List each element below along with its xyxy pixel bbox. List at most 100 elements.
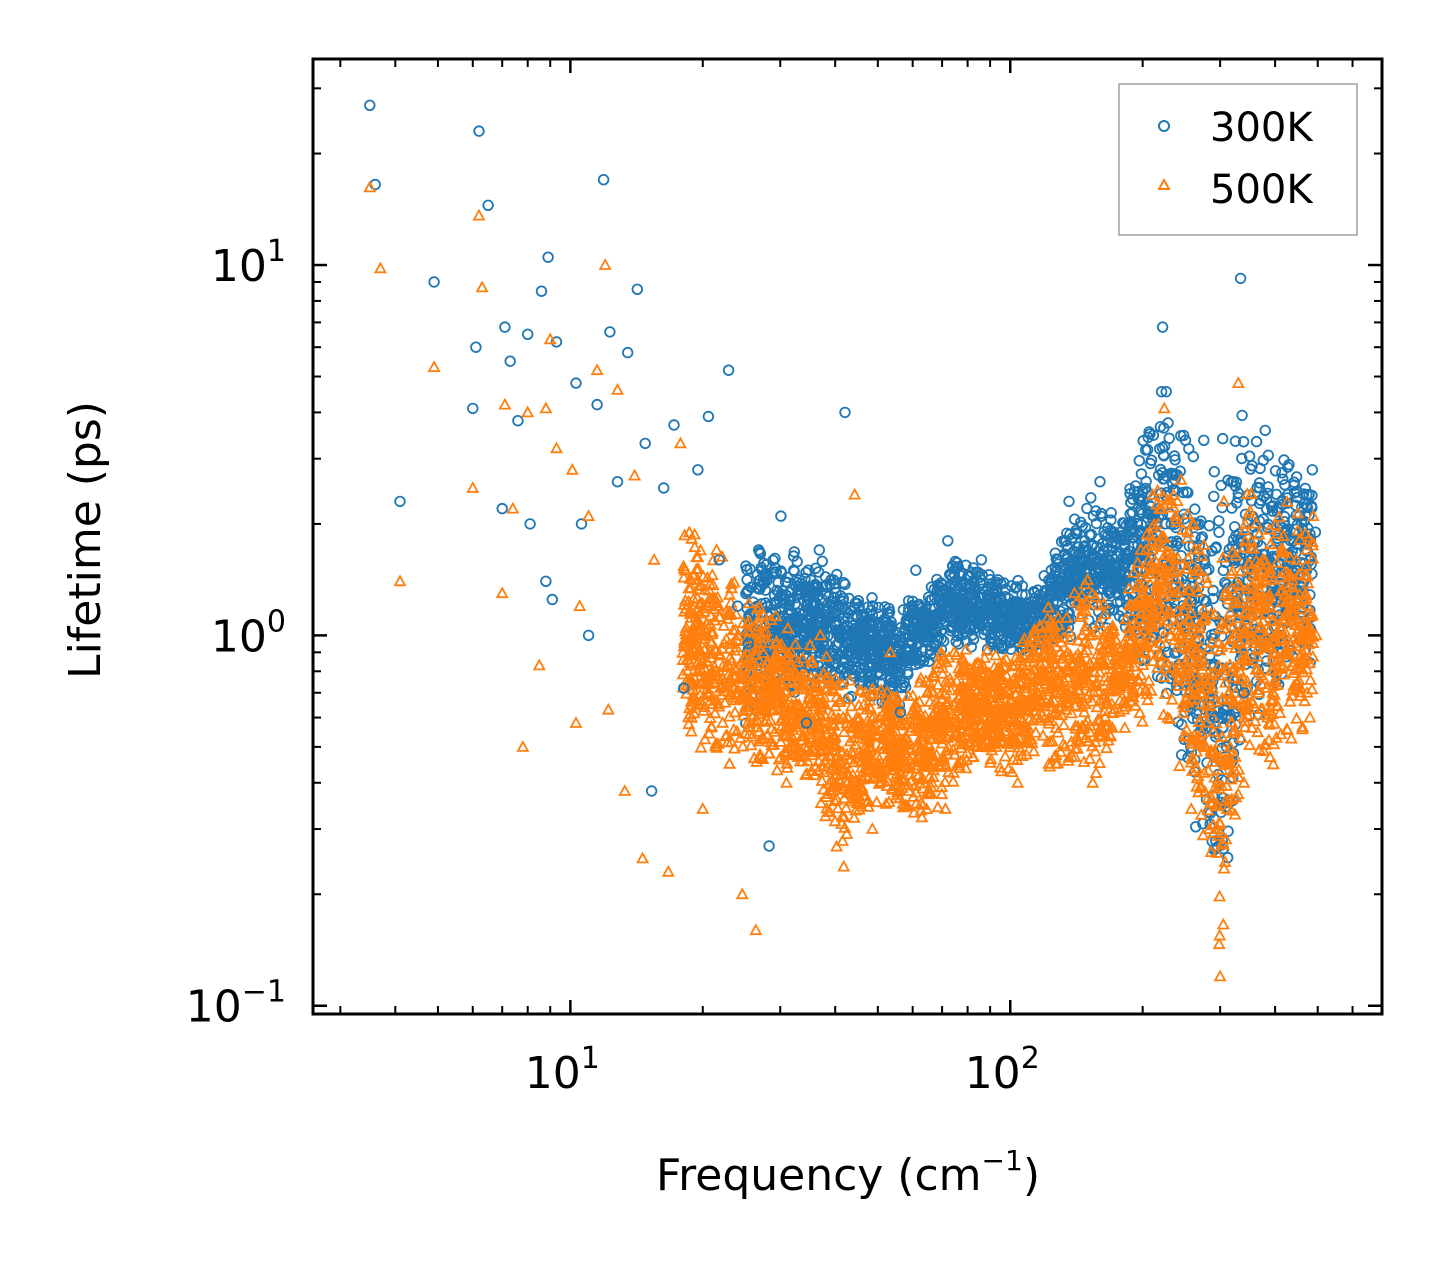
cloud-point-500K <box>752 724 766 737</box>
cloud-point-300K <box>1226 540 1239 553</box>
cloud-point-300K <box>842 660 854 672</box>
cloud-point-500K <box>707 660 722 672</box>
cloud-point-500K <box>738 660 752 673</box>
cloud-point-300K <box>917 606 929 619</box>
cloud-point-500K <box>914 671 928 684</box>
cloud-point-500K <box>920 802 934 814</box>
cloud-point-500K <box>1193 731 1207 744</box>
cloud-point-500K <box>1049 705 1063 717</box>
cloud-point-300K <box>953 612 965 625</box>
cloud-point-500K <box>1252 527 1266 540</box>
cloud-point-500K <box>1206 724 1221 737</box>
cloud-point-300K <box>1288 476 1300 488</box>
cloud-point-500K <box>1205 635 1219 648</box>
cloud-point-300K <box>1304 528 1316 540</box>
cloud-point-500K <box>1201 642 1215 655</box>
cloud-point-300K <box>1297 488 1310 500</box>
cloud-point-500K <box>1212 779 1226 791</box>
cloud-point-500K <box>886 782 900 795</box>
cloud-point-500K <box>676 680 690 693</box>
cloud-point-500K <box>1215 835 1229 848</box>
cloud-point-500K <box>871 729 885 742</box>
cloud-point-300K <box>1023 617 1035 629</box>
cloud-point-500K <box>844 699 858 712</box>
cloud-point-500K <box>1263 750 1277 763</box>
cloud-point-300K <box>853 667 866 679</box>
cloud-point-300K <box>1298 515 1310 528</box>
cloud-point-500K <box>1240 582 1254 594</box>
cloud-point-300K <box>1182 487 1194 499</box>
cloud-point-500K <box>835 817 849 829</box>
cloud-point-500K <box>715 671 730 684</box>
cloud-point-300K <box>1198 434 1210 447</box>
cloud-point-500K <box>695 596 709 608</box>
cloud-point-300K <box>1166 467 1178 480</box>
cloud-point-300K <box>960 596 972 608</box>
cloud-point-300K <box>903 645 915 657</box>
cloud-point-500K <box>1008 674 1022 687</box>
cloud-point-500K <box>1277 545 1291 558</box>
cloud-point-500K <box>1074 661 1088 673</box>
cloud-point-300K <box>985 591 997 603</box>
cloud-point-300K <box>894 661 906 674</box>
cloud-point-500K <box>768 725 782 737</box>
cloud-point-300K <box>867 616 880 628</box>
cloud-point-300K <box>800 566 812 579</box>
cloud-point-500K <box>749 642 763 655</box>
cloud-point-500K <box>1189 562 1203 575</box>
cloud-point-500K <box>879 797 893 809</box>
cloud-point-500K <box>1002 686 1016 699</box>
cloud-point-500K <box>1184 606 1198 618</box>
cloud-point-300K <box>1213 515 1225 527</box>
cloud-point-500K <box>1118 721 1132 733</box>
cloud-point-500K <box>1210 799 1224 812</box>
cloud-point-300K <box>1055 590 1067 602</box>
cloud-point-300K <box>1118 517 1130 529</box>
cloud-point-500K <box>756 607 770 620</box>
cloud-point-300K <box>977 589 989 601</box>
cloud-point-500K <box>1176 706 1190 719</box>
cloud-point-300K <box>771 629 784 641</box>
cloud-point-500K <box>1255 677 1269 690</box>
cloud-point-300K <box>879 613 891 625</box>
cloud-point-500K <box>954 741 968 753</box>
cloud-point-300K <box>1253 477 1266 489</box>
cloud-point-500K <box>1157 670 1171 682</box>
cloud-point-300K <box>838 577 850 589</box>
cloud-point-500K <box>1105 720 1119 733</box>
cloud-point-500K <box>1186 516 1200 529</box>
cloud-point-500K <box>1177 728 1191 741</box>
cloud-point-300K <box>997 597 1010 610</box>
cloud-point-500K <box>762 746 776 759</box>
cloud-point-300K <box>1168 450 1181 462</box>
cloud-point-500K <box>984 752 998 765</box>
cloud-point-500K <box>1249 516 1263 529</box>
cloud-point-500K <box>1305 682 1319 695</box>
cloud-point-500K <box>901 689 915 701</box>
cloud-point-500K <box>720 612 735 624</box>
cloud-point-500K <box>819 790 833 802</box>
cloud-point-500K <box>1188 681 1202 694</box>
cloud-point-300K <box>1102 529 1114 542</box>
cloud-point-500K <box>1236 710 1251 723</box>
cloud-point-300K <box>1139 444 1152 456</box>
cloud-point-500K <box>1140 527 1154 540</box>
cloud-point-500K <box>1231 596 1245 609</box>
cloud-point-300K <box>798 631 810 643</box>
cloud-point-500K <box>1128 604 1142 617</box>
cloud-point-500K <box>1224 567 1238 579</box>
cloud-point-300K <box>931 573 943 586</box>
cloud-point-500K <box>825 717 839 730</box>
cloud-point-300K <box>865 666 877 678</box>
cloud-point-300K <box>1051 564 1064 576</box>
cloud-point-500K <box>1026 713 1040 726</box>
cloud-point-500K <box>1220 779 1234 791</box>
cloud-point-500K <box>983 755 997 768</box>
cloud-point-300K <box>793 607 805 620</box>
cloud-point-500K <box>711 590 725 603</box>
cloud-point-500K <box>1277 667 1291 680</box>
cloud-point-500K <box>770 634 784 647</box>
cloud-point-500K <box>1224 715 1238 728</box>
cloud-point-500K <box>1170 623 1184 636</box>
cloud-point-500K <box>847 810 861 823</box>
